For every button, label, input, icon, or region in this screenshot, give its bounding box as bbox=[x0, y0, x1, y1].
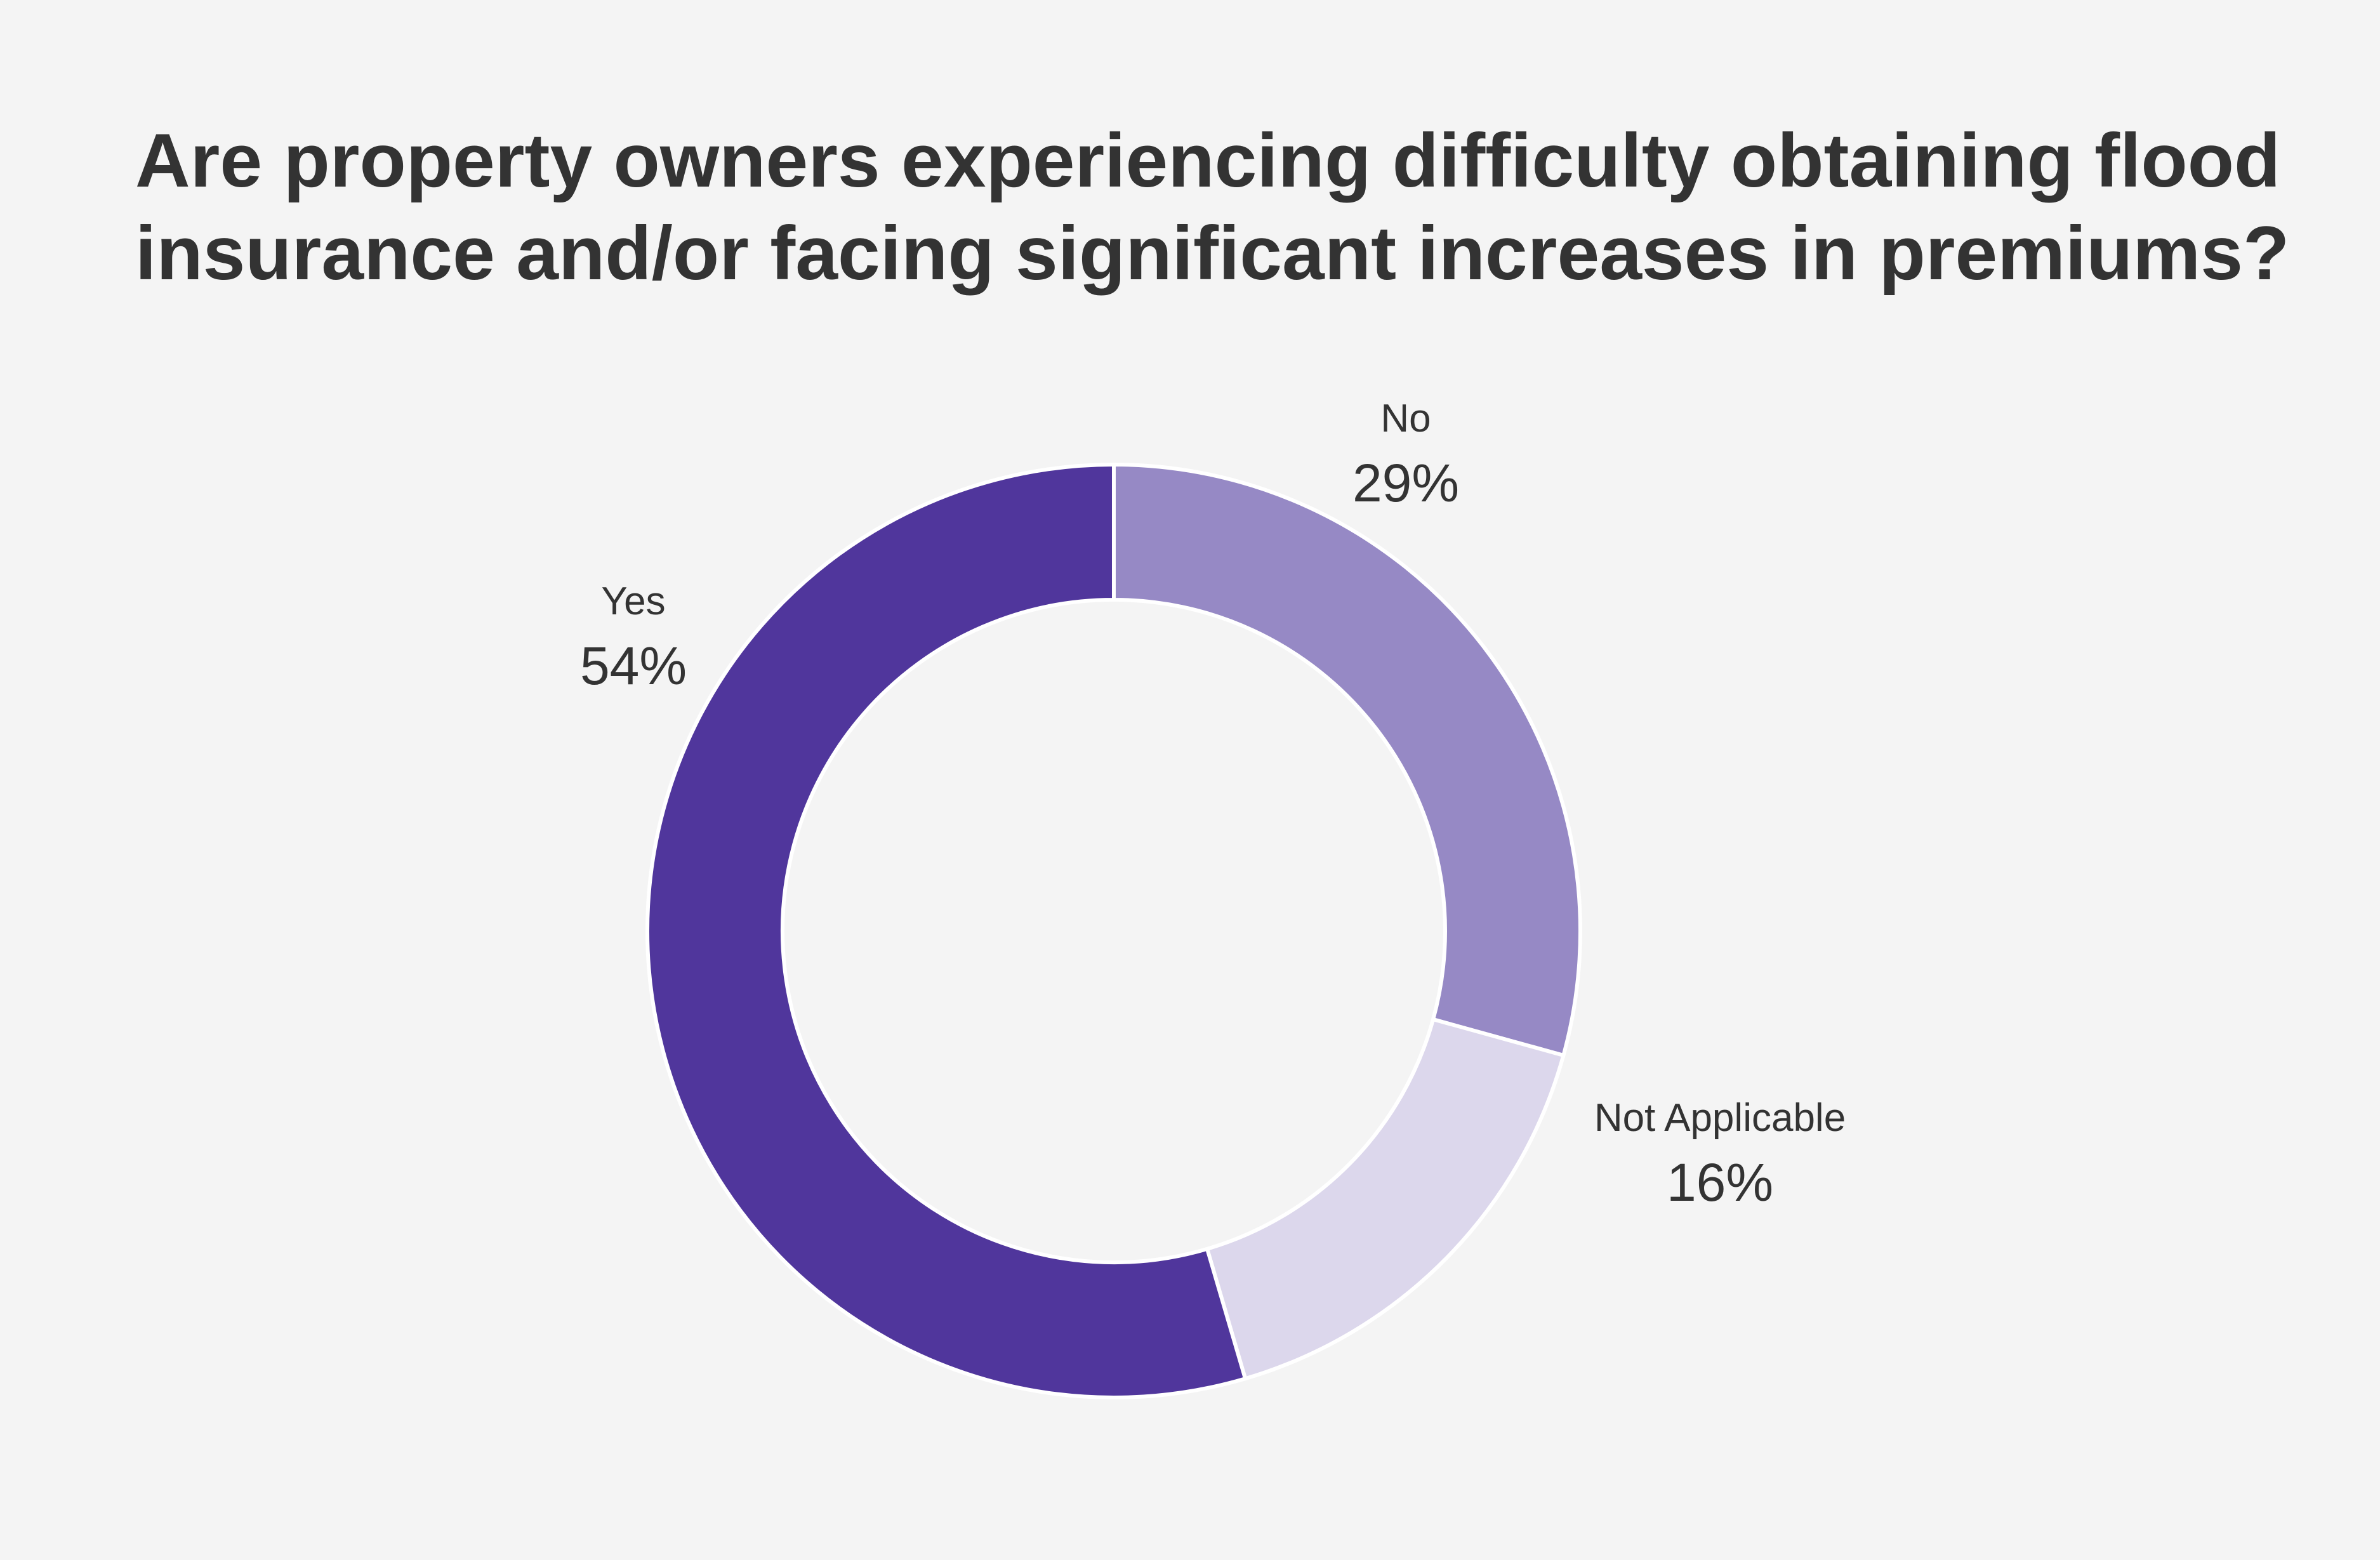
slice-name-no: No bbox=[1380, 397, 1431, 440]
slice-labels: No 29% Not Applicable 16% Yes 54% bbox=[580, 397, 1846, 1212]
slice-not-applicable bbox=[1205, 1017, 1566, 1381]
slice-name-not-applicable: Not Applicable bbox=[1594, 1096, 1846, 1140]
slice-value-yes: 54% bbox=[580, 636, 687, 696]
donut-slices bbox=[645, 462, 1582, 1399]
slice-value-no: 29% bbox=[1352, 453, 1459, 513]
slice-no bbox=[1112, 462, 1582, 1058]
chart-title: Are property owners experiencing difficu… bbox=[135, 118, 2290, 296]
slice-yes bbox=[645, 462, 1248, 1399]
slice-value-not-applicable: 16% bbox=[1667, 1153, 1773, 1212]
slice-name-yes: Yes bbox=[601, 579, 665, 623]
